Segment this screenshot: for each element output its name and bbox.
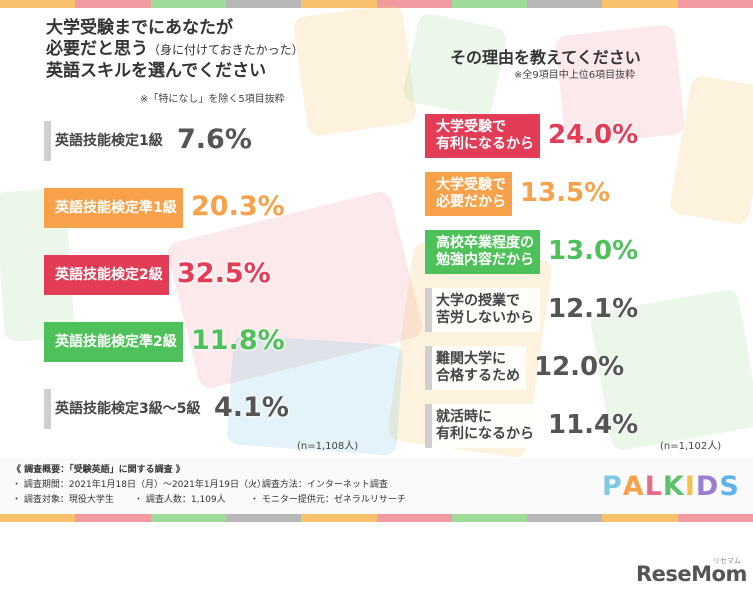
- stripe-segment: [75, 514, 151, 522]
- bar-label: 英語技能検定準1級: [55, 199, 177, 216]
- bar-label: 大学受験で: [436, 177, 506, 193]
- data-label: 11.8%: [191, 325, 285, 357]
- survey-footer: [0, 458, 753, 514]
- bar-label-box: 就活時に 有利になるから: [425, 404, 540, 448]
- footer-method: ・ 調査方法：インターネット調査: [250, 480, 388, 490]
- data-label: 20.3%: [191, 191, 285, 223]
- data-label: 24.0%: [548, 119, 639, 150]
- data-label: 13.0%: [548, 235, 639, 266]
- bar-label: 英語技能検定2級: [55, 266, 163, 283]
- data-label: 13.5%: [520, 177, 611, 208]
- stripe-segment: [602, 0, 678, 8]
- bar-label: 大学受験で: [436, 119, 506, 135]
- reason-note: ※全9項目中上位6項目抜粋: [514, 70, 636, 81]
- stripe-segment: [226, 0, 302, 8]
- footer-period: ・ 調査期間：2021年1月18日（月）〜2021年1月19日（火）: [12, 480, 267, 490]
- bar-label-box: 英語技能検定準1級: [44, 188, 183, 228]
- footer-target: ・ 調査対象：現役大学生: [12, 495, 114, 505]
- logo-letter: S: [719, 471, 740, 502]
- logo-letter: L: [644, 471, 663, 502]
- bar-label: 有利になるから: [436, 136, 534, 152]
- bar-label: 就活時に: [436, 409, 492, 425]
- stripe-segment: [452, 0, 528, 8]
- stripe-segment: [301, 514, 377, 522]
- data-label: 7.6%: [177, 124, 252, 156]
- stripe-segment: [527, 0, 603, 8]
- bar-label: 大学の授業で: [436, 293, 520, 309]
- stripe-segment: [527, 514, 603, 522]
- bar-label: 合格するため: [436, 368, 520, 384]
- logo-letter: K: [662, 471, 685, 502]
- question-title-line2: 必要だと思う（身に付けておきたかった）: [46, 39, 346, 61]
- question-title-line1: 大学受験までにあなたが: [46, 18, 233, 38]
- stripe-segment: [151, 514, 227, 522]
- data-label: 12.1%: [548, 293, 639, 324]
- bar-label: 英語技能検定3級〜5級: [55, 400, 201, 417]
- bar-label: 苦労しないから: [436, 310, 534, 326]
- bar-label-box: 英語技能検定準2級: [44, 322, 183, 362]
- bar-label: 難関大学に: [436, 351, 506, 367]
- bar-label: 必要だから: [436, 194, 506, 210]
- bar-label-box: 英語技能検定3級〜5級: [44, 389, 207, 429]
- bar-label-box: 大学受験で 有利になるから: [425, 114, 540, 158]
- data-label: 32.5%: [177, 258, 271, 290]
- stripe-segment: [0, 514, 76, 522]
- stripe-segment: [0, 0, 76, 8]
- bar-label: 有利になるから: [436, 426, 534, 442]
- bar-label-box: 大学受験で 必要だから: [425, 172, 512, 216]
- question-note: ※「特になし」を除く5項目抜粋: [140, 94, 285, 105]
- stripe-segment: [377, 0, 453, 8]
- stripe-segment: [377, 514, 453, 522]
- bar-label-box: 高校卒業程度の 勉強内容だから: [425, 230, 540, 274]
- logo-letter: I: [684, 471, 696, 502]
- bar-label-box: 難関大学に 合格するため: [425, 346, 526, 390]
- stripe-segment: [75, 0, 151, 8]
- data-label: 4.1%: [214, 392, 289, 424]
- palkids-logo: PALKIDS: [602, 471, 740, 502]
- stripe-segment: [226, 514, 302, 522]
- question-title-line2-main: 必要だと思う: [46, 39, 148, 59]
- bar-label-box: 英語技能検定2級: [44, 255, 169, 295]
- stripe-segment: [602, 514, 678, 522]
- resemom-watermark-sub: リセマム: [713, 557, 741, 565]
- question-title: 大学受験までにあなたが 必要だと思う（身に付けておきたかった） 英語スキルを選ん…: [46, 18, 346, 82]
- bar-label-box: 英語技能検定1級: [44, 121, 169, 161]
- resemom-watermark: ReseMom: [636, 562, 747, 586]
- footer-provider: ・ モニター提供元：ゼネラルリサーチ: [250, 495, 406, 505]
- bar-label: 勉強内容だから: [436, 252, 534, 268]
- stripe-segment: [151, 0, 227, 8]
- logo-letter: D: [695, 471, 720, 502]
- stripe-segment: [301, 0, 377, 8]
- stripe-segment: [452, 514, 528, 522]
- data-label: 11.4%: [548, 409, 639, 440]
- sample-size-right: (n=1,102人): [660, 441, 722, 452]
- footer-count: ・ 調査人数：1,109人: [134, 495, 226, 505]
- sample-size-left: (n=1,108人): [297, 441, 359, 452]
- question-title-line3: 英語スキルを選んでください: [46, 61, 267, 81]
- footer-heading: 《 調査概要：「受験英語」に関する調査 》: [12, 465, 185, 475]
- question-title-line2-paren: （身に付けておきたかった）: [148, 43, 304, 57]
- logo-letter: P: [602, 471, 623, 502]
- bar-label: 英語技能検定1級: [55, 132, 163, 149]
- bar-label: 高校卒業程度の: [436, 235, 534, 251]
- logo-letter: A: [622, 471, 645, 502]
- stripe-segment: [678, 0, 753, 8]
- bar-label-box: 大学の授業で 苦労しないから: [425, 288, 540, 332]
- reason-title: その理由を教えてください: [450, 48, 641, 67]
- bar-label: 英語技能検定準2級: [55, 333, 177, 350]
- data-label: 12.0%: [534, 351, 625, 382]
- stripe-segment: [678, 514, 753, 522]
